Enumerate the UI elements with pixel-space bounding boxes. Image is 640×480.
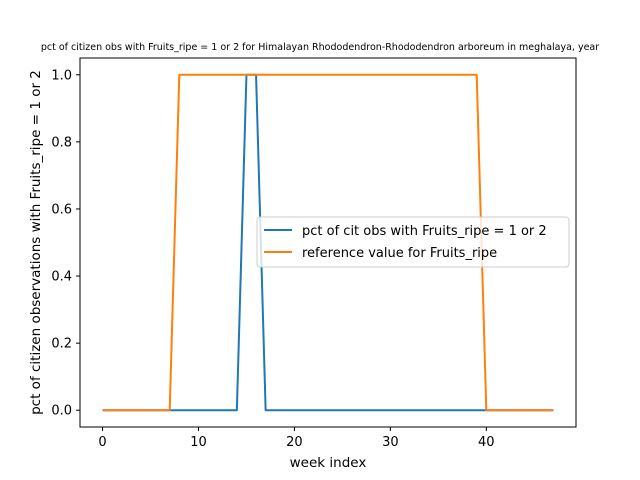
y-tick-label: 0.0 <box>51 404 72 419</box>
chart-title: pct of citizen obs with Fruits_ripe = 1 … <box>41 42 599 53</box>
plot-frame <box>79 57 577 428</box>
y-tick-label: 0.4 <box>51 270 72 285</box>
series-layer <box>102 73 554 412</box>
y-tick-label: 0.6 <box>51 202 72 217</box>
y-axis-ticks: 0.0 0.2 0.4 0.6 0.8 1.0 <box>51 68 80 419</box>
y-axis-label: pct of citizen observations with Fruits_… <box>28 70 44 415</box>
x-tick-label: 0 <box>98 435 106 450</box>
x-axis-ticks: 0 10 20 30 40 <box>98 427 495 450</box>
series-line-reference <box>102 73 554 412</box>
legend: pct of cit obs with Fruits_ripe = 1 or 2… <box>256 216 570 268</box>
y-tick-label: 1.0 <box>51 68 72 83</box>
legend-box <box>256 216 570 268</box>
x-tick-label: 30 <box>382 435 399 450</box>
legend-label-citizen-obs: pct of cit obs with Fruits_ripe = 1 or 2 <box>302 224 547 239</box>
legend-label-reference: reference value for Fruits_ripe <box>302 246 497 261</box>
y-tick-label: 0.2 <box>51 337 72 352</box>
y-tick-label: 0.8 <box>51 135 72 150</box>
x-tick-label: 10 <box>190 435 207 450</box>
series-line-citizen-obs <box>102 73 554 412</box>
x-tick-label: 40 <box>478 435 495 450</box>
x-tick-label: 20 <box>286 435 303 450</box>
x-axis-label: week index <box>290 455 367 471</box>
